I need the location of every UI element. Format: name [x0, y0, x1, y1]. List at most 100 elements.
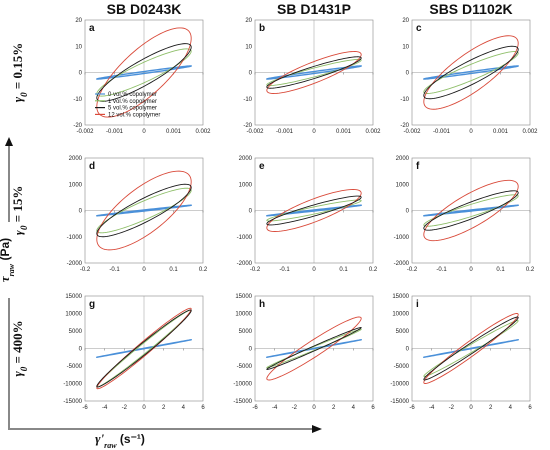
y-tick-label: 0 — [406, 347, 410, 353]
series-loop-s5 — [96, 43, 192, 102]
y-tick-label: -15000 — [63, 399, 82, 405]
y-tick-label: -10 — [243, 97, 252, 103]
panel-e: -0.2 -0.1 0 0.1 0.2 2000 1000 0 -1000 -2000 e — [237, 156, 378, 273]
x-tick-label: 6 — [201, 405, 205, 411]
panel-h: -6 -4 -2 0 2 4 6 15000 10000 5000 0 -5000 -10000 -150… — [233, 294, 375, 411]
x-tick-label: -0.2 — [407, 267, 418, 273]
series-loop-s0 — [423, 65, 519, 80]
panel-letter: a — [89, 23, 95, 34]
y-tick-label: -10000 — [63, 382, 82, 388]
x-tick-label: -0.1 — [279, 267, 290, 273]
y-tick-label: -1000 — [67, 235, 83, 241]
y-tick-label: 0 — [406, 209, 410, 215]
x-tick-label: 4 — [352, 405, 356, 411]
x-tick-label: 0.001 — [166, 129, 182, 135]
y-tick-label: 5000 — [396, 329, 410, 335]
column-title-3: SBS D1102K — [429, 1, 512, 17]
series-loop-s12 — [423, 313, 519, 384]
panel-letter: e — [259, 161, 265, 172]
x-tick-label: 0.2 — [526, 267, 535, 273]
y-tick-label: -10 — [400, 97, 409, 103]
x-tick-label: -0.1 — [109, 267, 120, 273]
y-tick-label: 10 — [402, 44, 409, 50]
y-tick-label: -2000 — [237, 261, 253, 267]
series-loop-s5 — [423, 190, 519, 231]
x-tick-label: -4 — [272, 405, 278, 411]
x-tick-label: -0.002 — [76, 129, 94, 135]
y-tick-label: -15000 — [233, 399, 252, 405]
x-tick-label: 0 — [469, 129, 473, 135]
panel-d: -0.2 -0.1 0 0.1 0.2 2000 1000 0 -1000 -2000 d — [67, 156, 208, 273]
x-tick-label: 6 — [371, 405, 375, 411]
y-tick-label: 0 — [79, 347, 83, 353]
x-tick-label: 0.1 — [496, 267, 505, 273]
panel-letter: d — [89, 161, 95, 172]
series-loop-s12 — [266, 316, 362, 381]
x-tick-label: -6 — [252, 405, 258, 411]
series-loop-s0 — [423, 338, 519, 359]
x-tick-label: 0.2 — [199, 267, 208, 273]
y-tick-label: 0 — [79, 71, 83, 77]
x-tick-label: 2 — [332, 405, 336, 411]
x-tick-label: -4 — [429, 405, 435, 411]
row-label-1: γ0 = 0.15% — [10, 43, 29, 103]
y-tick-label: 1000 — [239, 182, 253, 188]
y-tick-label: -5000 — [394, 364, 410, 370]
legend-entry-s12: 12 vol.% copolymer — [108, 112, 160, 118]
x-tick-label: -0.2 — [250, 267, 261, 273]
y-tick-label: -10000 — [390, 382, 409, 388]
series-loop-s0 — [96, 65, 192, 80]
x-axis-label: γ'raw (s⁻¹) — [95, 431, 145, 450]
y-axis-arrow-head — [5, 137, 13, 146]
x-tick-label: -0.1 — [436, 267, 447, 273]
x-tick-label: 0 — [312, 267, 316, 273]
y-tick-label: 20 — [75, 18, 82, 24]
x-tick-label: -6 — [82, 405, 88, 411]
y-tick-label: 20 — [402, 18, 409, 24]
x-tick-label: -0.001 — [106, 129, 124, 135]
panel-a: -0.002 -0.001 0 0.001 0.002 20 10 0 -10 -20 a — [73, 18, 211, 135]
x-tick-label: 0.1 — [169, 267, 178, 273]
x-tick-label: -6 — [409, 405, 415, 411]
row-label-3: γ0 = 400% — [10, 320, 29, 376]
y-tick-label: 0 — [249, 347, 253, 353]
y-tick-label: 10 — [245, 44, 252, 50]
series-loop-s0 — [423, 204, 519, 217]
x-tick-label: -0.2 — [80, 267, 91, 273]
series-loop-s0 — [96, 204, 192, 217]
series-loop-s5 — [423, 45, 519, 100]
x-tick-label: 6 — [528, 405, 532, 411]
row-labels: γ0 = 0.15% γ0 = 15% γ0 = 400% — [10, 43, 29, 377]
x-tick-label: 0 — [142, 267, 146, 273]
series-loop-s12 — [96, 170, 192, 251]
series-loop-s1 — [266, 328, 362, 369]
y-tick-label: 15000 — [65, 294, 82, 300]
y-tick-label: -10 — [73, 97, 82, 103]
column-title-2: SB D1431P — [277, 1, 351, 17]
x-tick-label: -2 — [122, 405, 128, 411]
y-tick-label: 10 — [75, 44, 82, 50]
x-tick-label: 0 — [142, 129, 146, 135]
y-tick-label: 10000 — [65, 312, 82, 318]
x-tick-label: -0.001 — [433, 129, 451, 135]
y-tick-label: 0 — [406, 71, 410, 77]
panel-f: -0.2 -0.1 0 0.1 0.2 2000 1000 0 -1000 -2000 f — [394, 156, 535, 273]
y-tick-label: 2000 — [69, 156, 83, 162]
series-loop-s12 — [423, 179, 519, 242]
panel-letter: b — [259, 23, 265, 34]
y-tick-label: 0 — [249, 209, 253, 215]
x-tick-label: 0 — [469, 405, 473, 411]
y-tick-label: 2000 — [239, 156, 253, 162]
series-loop-s1 — [423, 51, 519, 94]
series-loop-s1 — [423, 194, 519, 227]
y-tick-label: 0 — [249, 71, 253, 77]
panel-b: -0.002 -0.001 0 0.001 0.002 20 10 0 -10 -20 b — [243, 18, 381, 135]
x-tick-label: 0.1 — [339, 267, 348, 273]
y-tick-label: -20 — [243, 123, 252, 129]
y-tick-label: -2000 — [67, 261, 83, 267]
x-tick-label: -0.001 — [276, 129, 294, 135]
y-tick-label: -1000 — [394, 235, 410, 241]
x-tick-label: 0.002 — [522, 129, 538, 135]
column-title-1: SB D0243K — [107, 1, 182, 17]
